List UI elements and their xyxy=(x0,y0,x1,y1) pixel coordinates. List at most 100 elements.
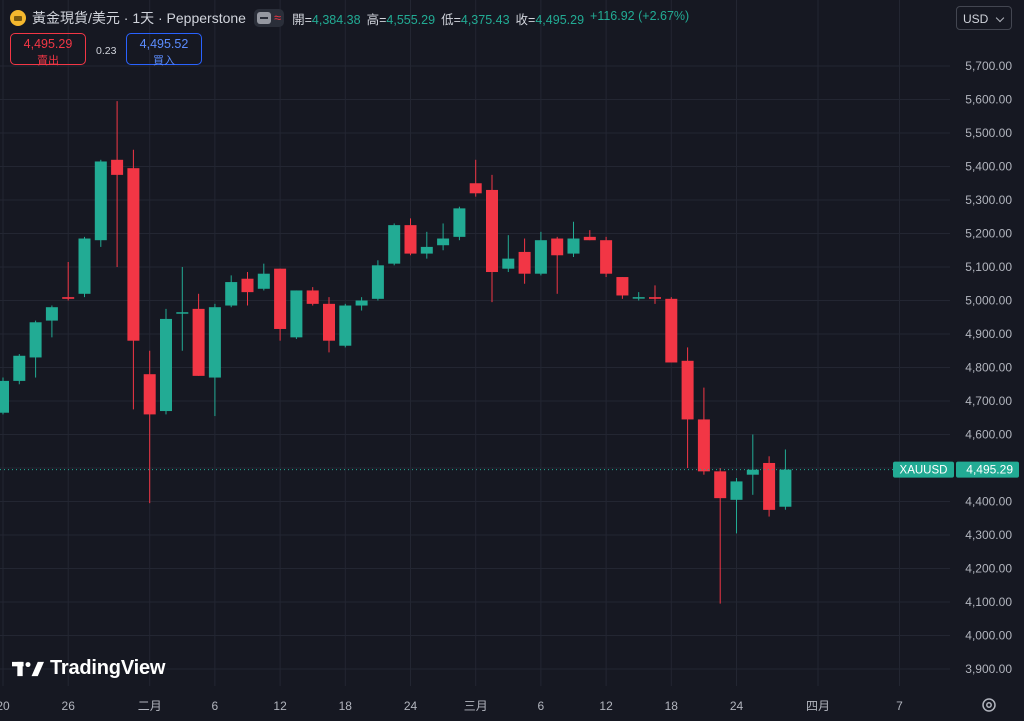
candle-body[interactable] xyxy=(583,236,596,241)
tradingview-logo-icon xyxy=(12,661,44,676)
currency-select[interactable]: USD xyxy=(956,6,1012,30)
candle-body[interactable] xyxy=(62,297,75,299)
candle-body[interactable] xyxy=(649,297,661,299)
candle-body[interactable] xyxy=(600,240,613,274)
sell-label: 賣出 xyxy=(37,55,59,67)
low-value: 4,375.43 xyxy=(460,12,510,27)
buy-price: 4,495.52 xyxy=(139,37,189,51)
candle-body[interactable] xyxy=(176,312,189,314)
candle-body[interactable] xyxy=(469,183,482,194)
y-tick-label: 5,200.00 xyxy=(965,227,1012,241)
x-tick-label: 24 xyxy=(404,699,418,713)
candle-body[interactable] xyxy=(714,471,727,499)
candle-body[interactable] xyxy=(225,282,238,306)
tradingview-wordmark: TradingView xyxy=(50,657,166,679)
candle-body[interactable] xyxy=(0,380,9,413)
status-pill[interactable]: ≈ xyxy=(253,9,285,27)
x-tick-label: 四月 xyxy=(806,699,830,713)
candle-body[interactable] xyxy=(241,278,254,293)
candle-body[interactable] xyxy=(94,161,107,241)
buy-label: 買入 xyxy=(153,55,175,67)
candle-body[interactable] xyxy=(290,290,303,338)
candle-body[interactable] xyxy=(779,469,792,507)
candle-body[interactable] xyxy=(192,308,205,376)
candle-body[interactable] xyxy=(13,355,26,381)
low-label: 低= xyxy=(441,12,461,27)
candle-body[interactable] xyxy=(746,469,759,475)
candle-body[interactable] xyxy=(518,251,531,274)
y-tick-label: 3,900.00 xyxy=(965,662,1012,676)
candle-body[interactable] xyxy=(502,258,515,269)
candle-body[interactable] xyxy=(323,303,335,341)
ohlc-readout: 開=4,384.38 高=4,555.29 低=4,375.43 收=4,495… xyxy=(292,9,689,28)
candle-body[interactable] xyxy=(274,268,287,329)
candle-body[interactable] xyxy=(29,322,42,358)
spread-value: 0.23 xyxy=(96,45,117,57)
chart-header: 黃金現貨/美元 · 1天 · Pepperstone ≈ 開=4,384.38 … xyxy=(10,8,689,28)
candle-body[interactable] xyxy=(404,225,417,254)
last-price-tag xyxy=(956,461,1019,478)
y-tick-label: 4,100.00 xyxy=(965,595,1012,609)
x-tick-label: 18 xyxy=(339,699,353,713)
candle-body[interactable] xyxy=(616,277,629,296)
x-tick-label: 三月 xyxy=(464,699,488,713)
candle-body[interactable] xyxy=(208,307,221,378)
candle-body[interactable] xyxy=(143,374,156,415)
candle-body[interactable] xyxy=(420,246,433,254)
y-tick-label: 4,600.00 xyxy=(965,428,1012,442)
candle-body[interactable] xyxy=(437,238,450,246)
sell-price: 4,495.29 xyxy=(23,37,73,51)
y-tick-label: 5,300.00 xyxy=(965,193,1012,207)
open-label: 開= xyxy=(292,12,312,27)
y-tick-label: 4,700.00 xyxy=(965,394,1012,408)
currency-value: USD xyxy=(963,12,989,26)
candle-body[interactable] xyxy=(45,307,58,321)
candle-body[interactable] xyxy=(388,225,401,264)
candle-body[interactable] xyxy=(78,238,91,294)
y-tick-label: 4,900.00 xyxy=(965,327,1012,341)
candle-body[interactable] xyxy=(339,305,352,346)
close-label: 收= xyxy=(515,12,536,27)
sell-button[interactable]: 4,495.29 賣出 xyxy=(10,33,86,67)
candle-body[interactable] xyxy=(534,240,547,274)
candle-body[interactable] xyxy=(681,360,694,420)
candle-body[interactable] xyxy=(371,265,384,299)
wave-icon: ≈ xyxy=(273,10,282,25)
high-value: 4,555.29 xyxy=(386,12,436,27)
candle-body[interactable] xyxy=(355,300,368,306)
x-tick-label: 24 xyxy=(730,699,744,713)
candle-body[interactable] xyxy=(763,462,776,510)
y-tick-label: 5,700.00 xyxy=(965,59,1012,73)
candle-body[interactable] xyxy=(730,481,743,500)
symbol-title[interactable]: 黃金現貨/美元 · 1天 · Pepperstone xyxy=(32,10,246,26)
candle-body[interactable] xyxy=(160,318,172,412)
candle-body[interactable] xyxy=(257,273,270,289)
x-tick-label: 6 xyxy=(212,699,219,713)
x-tick-label: 18 xyxy=(665,699,679,713)
candle-body[interactable] xyxy=(632,297,645,299)
buy-button[interactable]: 4,495.52 買入 xyxy=(126,33,202,67)
candle-body[interactable] xyxy=(697,419,710,472)
tradingview-logo[interactable]: TradingView xyxy=(12,657,165,680)
close-value: 4,495.29 xyxy=(535,12,585,27)
x-tick-label: 20 xyxy=(0,699,10,713)
y-tick-label: 4,000.00 xyxy=(965,629,1012,643)
candle-body[interactable] xyxy=(551,238,564,256)
symbol-tag-label: XAUUSD xyxy=(900,465,948,477)
candle-body[interactable] xyxy=(453,208,466,237)
y-tick-label: 5,400.00 xyxy=(965,160,1012,174)
y-tick-label: 4,300.00 xyxy=(965,528,1012,542)
y-tick-label: 5,000.00 xyxy=(965,294,1012,308)
y-tick-label: 4,800.00 xyxy=(965,361,1012,375)
candle-body[interactable] xyxy=(567,238,580,254)
candle-body[interactable] xyxy=(111,159,124,175)
settings-gear-icon[interactable] xyxy=(980,696,998,714)
candle-body[interactable] xyxy=(306,290,319,304)
candle-body[interactable] xyxy=(127,168,140,341)
candle-body[interactable] xyxy=(486,189,498,273)
candle-body[interactable] xyxy=(665,298,678,363)
gold-coin-icon xyxy=(10,10,26,26)
x-tick-label: 26 xyxy=(62,699,76,713)
x-tick-label: 7 xyxy=(896,699,903,713)
